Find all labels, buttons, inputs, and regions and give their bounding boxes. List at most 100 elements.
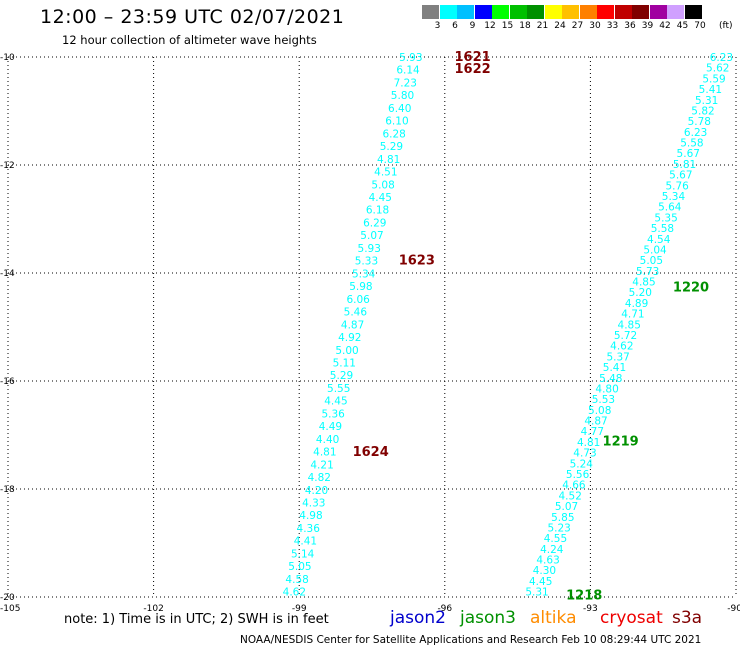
y-tick-label: -12 (0, 161, 15, 171)
wave-height-value: 5.08 (371, 179, 394, 191)
wave-height-value: 5.53 (592, 394, 615, 406)
legend-label: 45 (676, 21, 689, 31)
legend-label: 39 (641, 21, 654, 31)
wave-height-value: 6.10 (385, 116, 408, 128)
legend-swatch (632, 5, 649, 19)
y-tick-label: -20 (0, 593, 15, 603)
pass-number-label: 1623 (399, 254, 435, 269)
wave-height-value: 6.23 (684, 127, 707, 139)
wave-height-value: 5.31 (525, 587, 548, 599)
wave-height-value: 5.46 (344, 307, 368, 319)
wave-height-value: 6.18 (366, 205, 389, 217)
wave-height-value: 5.62 (706, 63, 729, 75)
legend-swatch (474, 5, 492, 19)
wave-height-value: 4.98 (299, 510, 322, 522)
wave-height-value: 5.80 (391, 90, 414, 102)
wave-height-value: 5.05 (288, 561, 311, 573)
x-tick-label: -93 (583, 604, 598, 614)
wave-height-value: 5.72 (614, 330, 637, 342)
wave-height-value: 4.33 (302, 498, 325, 510)
x-tick-label: -90 (727, 604, 740, 614)
legend-label: 33 (606, 21, 619, 31)
legend-label: 3 (434, 21, 441, 31)
wave-height-value: 5.93 (399, 52, 422, 64)
wave-height-value: 5.00 (335, 345, 358, 357)
wave-height-value: 4.62 (610, 341, 633, 353)
wave-height-value: 5.67 (669, 170, 692, 182)
wave-height-value: 5.29 (330, 370, 353, 382)
wave-height-value: 7.23 (394, 77, 417, 89)
wave-height-value: 4.80 (595, 383, 618, 395)
legend-swatch (457, 5, 474, 19)
wave-height-value: 5.58 (651, 223, 674, 235)
wave-height-value: 4.40 (316, 434, 339, 446)
wave-height-value: 5.14 (291, 548, 315, 560)
legend-label: 30 (589, 21, 601, 31)
pass-number-label: 1624 (353, 445, 389, 460)
wave-height-value: 4.63 (536, 555, 559, 567)
wave-height-value: 5.31 (695, 95, 718, 107)
wave-height-value: 4.51 (374, 167, 397, 179)
wave-height-value: 4.20 (305, 485, 328, 497)
legend-label: 12 (484, 21, 496, 31)
wave-height-value: 4.58 (285, 574, 308, 586)
wave-height-value: 4.45 (324, 396, 347, 408)
wave-height-value: 4.55 (544, 533, 567, 545)
wave-height-value: 6.29 (363, 217, 386, 229)
legend-label: 70 (694, 21, 706, 31)
wave-height-value: 4.66 (562, 480, 586, 492)
y-tick-label: -10 (0, 53, 15, 63)
y-tick-label: -18 (0, 485, 15, 495)
legend-swatch (544, 5, 562, 19)
legend-label: 36 (624, 21, 636, 31)
wave-height-value: 4.71 (621, 309, 644, 321)
wave-height-value: 5.34 (352, 268, 376, 280)
legend-swatch (684, 5, 702, 19)
wave-height-value: 5.05 (640, 255, 663, 267)
legend-swatch (492, 5, 509, 19)
wave-height-value: 4.62 (283, 587, 306, 599)
legend-label: 9 (469, 21, 476, 31)
satellite-label-s3a: s3a (672, 608, 703, 628)
wave-height-value: 6.06 (346, 294, 370, 306)
wave-height-value: 5.33 (355, 256, 378, 268)
legend-label: 21 (536, 21, 549, 31)
wave-height-value: 5.07 (555, 501, 578, 513)
x-tick-label: -105 (0, 604, 20, 614)
wave-height-value: 5.55 (327, 383, 350, 395)
wave-height-value: 4.87 (584, 416, 607, 428)
legend-swatch (422, 5, 439, 19)
wave-height-value: 6.23 (710, 52, 733, 64)
wave-height-value: 5.20 (629, 287, 652, 299)
wave-height-value: 4.54 (647, 234, 671, 246)
wave-height-value: 4.36 (297, 523, 321, 535)
y-tick-label: -16 (0, 377, 15, 387)
wave-height-value: 5.98 (349, 281, 372, 293)
wave-height-value: 4.81 (577, 437, 600, 449)
wave-height-value: 5.29 (380, 141, 403, 153)
wave-height-value: 4.41 (294, 536, 317, 548)
legend-label: 15 (501, 21, 514, 31)
wave-height-value: 4.82 (308, 472, 331, 484)
y-tick-label: -14 (0, 269, 15, 279)
wave-height-value: 5.93 (358, 243, 381, 255)
pass-number-label: 1218 (566, 588, 602, 603)
legend-swatch (649, 5, 667, 19)
wave-height-value: 5.41 (699, 84, 722, 96)
satellite-label-cryosat: cryosat (600, 608, 663, 628)
legend-swatch (579, 5, 597, 19)
legend-label: 42 (659, 21, 671, 31)
satellite-label-jason2: jason2 (390, 608, 446, 628)
wave-height-value: 5.56 (566, 469, 590, 481)
wave-height-value: 5.64 (658, 202, 682, 214)
pass-number-label: 1220 (673, 281, 709, 296)
legend-unit: (ft) (719, 21, 733, 31)
wave-height-value: 4.85 (632, 277, 655, 289)
wave-height-value: 5.76 (665, 180, 689, 192)
wave-height-value: 4.89 (625, 298, 648, 310)
x-tick-label: -102 (143, 604, 163, 614)
wave-height-value: 5.04 (643, 244, 667, 256)
wave-height-value: 5.23 (547, 522, 570, 534)
